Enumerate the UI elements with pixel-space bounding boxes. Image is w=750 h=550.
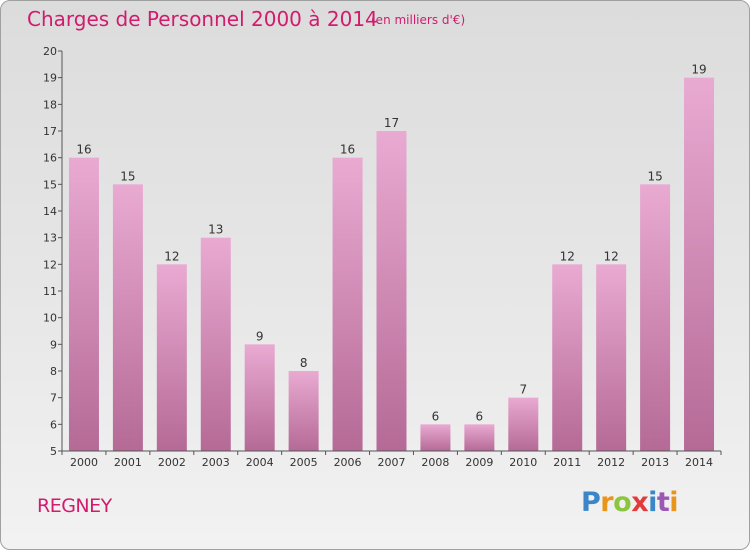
y-tick-label: 10 <box>43 312 57 325</box>
bars-group: 16 15 12 13 9 8 16 17 6 6 7 12 12 15 19 <box>68 63 715 452</box>
y-tick-label: 18 <box>43 98 57 111</box>
bar-value-label: 12 <box>164 249 179 263</box>
bar-2010 <box>508 397 539 451</box>
y-tick-label: 14 <box>43 205 57 218</box>
chart-title: Charges de Personnel 2000 à 2014 <box>27 7 378 31</box>
bar-value-label: 7 <box>519 383 527 397</box>
x-tick-label: 2006 <box>334 456 362 469</box>
bar-value-label: 16 <box>76 143 91 157</box>
y-tick-label: 16 <box>43 152 57 165</box>
x-tick-label: 2007 <box>378 456 406 469</box>
x-axis: 2000 2001 2002 2003 2004 2005 2006 2007 2008 2009… <box>61 450 722 469</box>
y-tick-label: 17 <box>43 125 57 138</box>
bar-value-label: 16 <box>340 143 355 157</box>
bar-value-label: 12 <box>604 249 619 263</box>
bar-value-label: 6 <box>476 409 484 423</box>
x-tick-label: 2009 <box>465 456 493 469</box>
commune-name: REGNEY <box>37 495 112 517</box>
bar-2002 <box>156 264 187 451</box>
bar-value-label: 13 <box>208 223 223 237</box>
y-tick-label: 5 <box>50 445 57 458</box>
x-tick-label: 2010 <box>509 456 537 469</box>
x-tick-label: 2004 <box>246 456 274 469</box>
bar-2004 <box>244 344 275 451</box>
x-tick-label: 2002 <box>158 456 186 469</box>
x-tick-label: 2005 <box>290 456 318 469</box>
y-tick-label: 12 <box>43 258 57 271</box>
x-tick-label: 2001 <box>114 456 142 469</box>
y-tick-label: 9 <box>50 338 57 351</box>
x-tick-label: 2013 <box>641 456 669 469</box>
y-tick-label: 7 <box>50 392 57 405</box>
bar-value-label: 15 <box>647 169 662 183</box>
bar-value-label: 6 <box>432 409 440 423</box>
x-tick-label: 2008 <box>421 456 449 469</box>
x-tick-label: 2003 <box>202 456 230 469</box>
y-tick-label: 11 <box>43 285 57 298</box>
bar-2014 <box>684 77 715 452</box>
x-tick-label: 2014 <box>685 456 713 469</box>
x-tick-label: 2000 <box>70 456 98 469</box>
x-tick-label: 2011 <box>553 456 581 469</box>
bar-2008 <box>420 424 451 451</box>
y-tick-label: 13 <box>43 232 57 245</box>
bar-2009 <box>464 424 495 451</box>
bar-value-label: 8 <box>300 356 308 370</box>
proxiti-logo[interactable]: Proxiti <box>581 487 679 518</box>
bar-2003 <box>200 237 231 451</box>
bar-value-label: 9 <box>256 329 264 343</box>
bar-value-label: 17 <box>384 116 399 130</box>
y-tick-label: 15 <box>43 178 57 191</box>
chart-subtitle: (en milliers d'€) <box>371 13 466 27</box>
bar-2011 <box>552 264 583 451</box>
bar-value-label: 15 <box>120 169 135 183</box>
bar-2005 <box>288 371 319 451</box>
bar-2007 <box>376 131 407 451</box>
bar-2013 <box>640 184 671 452</box>
bar-value-label: 12 <box>560 249 575 263</box>
x-tick-label: 2012 <box>597 456 625 469</box>
y-tick-label: 6 <box>50 418 57 431</box>
bar-2012 <box>596 264 627 451</box>
bar-2006 <box>332 157 363 451</box>
y-axis: 5 6 7 8 9 10 11 12 13 14 15 16 17 18 19 20 <box>43 45 63 458</box>
y-tick-label: 20 <box>43 45 57 58</box>
y-tick-label: 8 <box>50 365 57 378</box>
bar-2000 <box>68 157 99 451</box>
y-tick-label: 19 <box>43 72 57 85</box>
bar-2001 <box>112 184 143 452</box>
bar-value-label: 19 <box>691 63 706 77</box>
